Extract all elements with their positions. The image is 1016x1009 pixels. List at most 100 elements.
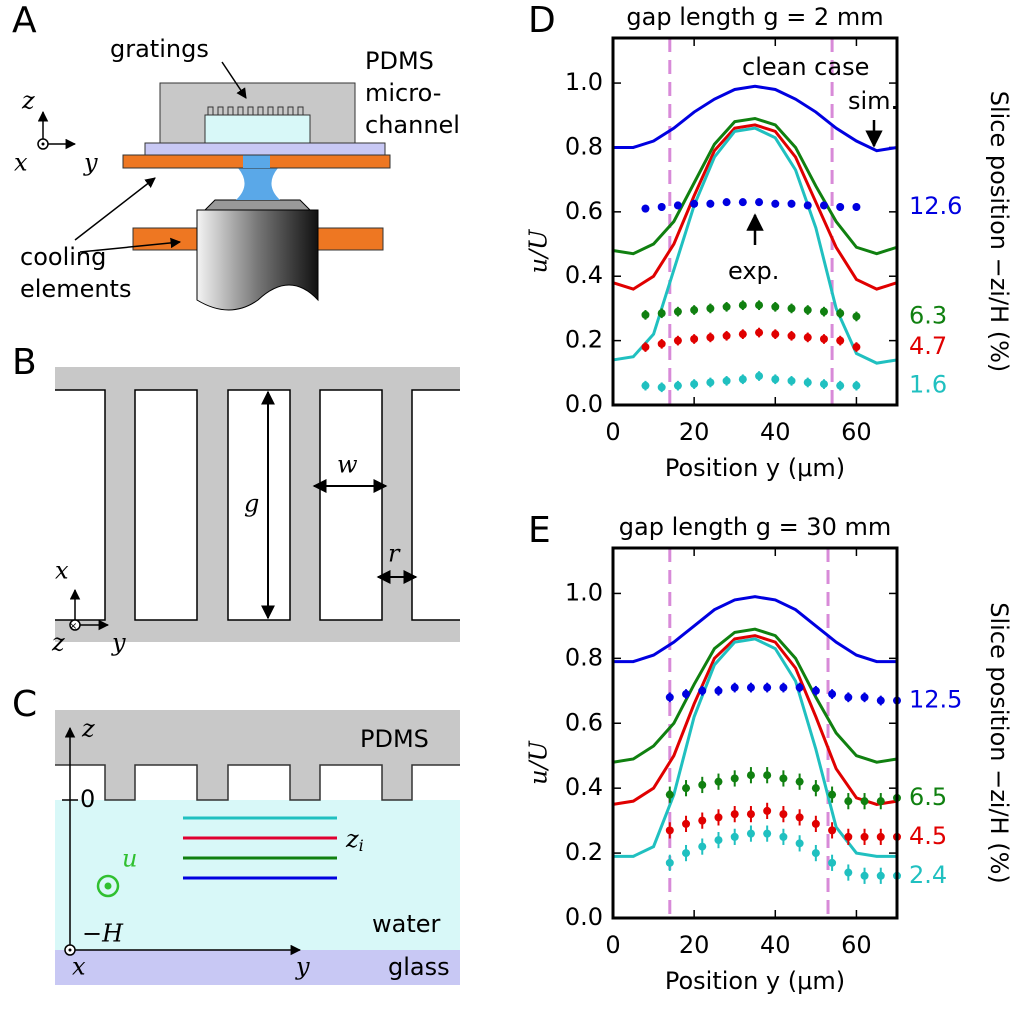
exp-point — [787, 304, 796, 313]
exp-point — [836, 203, 845, 212]
exp-point — [673, 307, 682, 316]
sim-curve — [612, 627, 898, 764]
exp-point — [811, 784, 820, 793]
arrow — [74, 177, 156, 241]
annotation: clean case — [742, 53, 869, 81]
exp-point — [698, 816, 707, 825]
exp-point — [771, 199, 780, 208]
exp-point — [714, 686, 723, 695]
exp-point — [811, 819, 820, 828]
exp-point — [690, 199, 699, 208]
x-tick-label: 40 — [760, 418, 791, 446]
exp-point — [763, 806, 772, 815]
slice-label: 6.5 — [909, 783, 947, 811]
exp-point — [657, 309, 666, 318]
panel-c: C zi u z PDMS 0 −H water x y glass — [12, 684, 460, 985]
exp-point — [730, 683, 739, 692]
exp-point — [746, 810, 755, 819]
sim-curve — [612, 116, 898, 256]
exp-point — [641, 204, 650, 213]
exp-point — [771, 302, 780, 311]
exp-point — [738, 301, 747, 310]
x-axis-label: Position y (μm) — [665, 454, 845, 482]
dim-label: r — [388, 540, 401, 568]
y-axis-label: u/U — [525, 229, 553, 274]
y-tick-label: 0.0 — [565, 390, 603, 418]
exp-point — [641, 381, 650, 390]
exp-point — [706, 333, 715, 342]
exp-point — [746, 683, 755, 692]
exp-point — [779, 683, 788, 692]
exp-point — [746, 829, 755, 838]
plot-frame — [611, 546, 899, 920]
exp-point — [706, 304, 715, 313]
exp-point — [682, 849, 691, 858]
x-tick-label: 60 — [841, 418, 872, 446]
exp-point — [811, 849, 820, 858]
exp-point — [730, 774, 739, 783]
slice-label: zi — [345, 825, 364, 855]
exp-point — [876, 696, 885, 705]
exp-point — [836, 381, 845, 390]
pdms — [55, 710, 460, 800]
exp-point — [763, 829, 772, 838]
exp-point — [682, 784, 691, 793]
sim-curve — [613, 637, 897, 858]
exp-point — [755, 198, 764, 207]
exp-point — [673, 336, 682, 345]
post-gap — [319, 389, 383, 621]
exp-point — [730, 810, 739, 819]
dim-label: w — [337, 451, 358, 479]
annotation: sim. — [848, 87, 898, 115]
panel-a: A gratings PDMS micro- channel cooling e… — [12, 0, 460, 311]
exp-point — [828, 690, 837, 699]
plot-frame — [611, 36, 899, 407]
exp-point — [795, 777, 804, 786]
exp-point — [828, 826, 837, 835]
annotation: exp. — [728, 257, 779, 285]
chart-title: gap length g = 30 mm — [619, 513, 891, 541]
exp-point — [803, 378, 812, 387]
exp-point — [722, 376, 731, 385]
panel-letter: C — [12, 684, 37, 725]
chart-letter: E — [528, 510, 551, 551]
exp-point — [755, 372, 764, 381]
x-tick-label: 0 — [605, 931, 620, 959]
exp-point — [819, 307, 828, 316]
axis-label: x — [14, 149, 28, 177]
pdms-edge — [55, 764, 460, 801]
y-tick-label: 0.4 — [565, 261, 603, 289]
slice-label: z — [345, 825, 359, 853]
flow-symbol — [104, 882, 112, 890]
y-tick-label: 0.6 — [565, 708, 603, 736]
post-gap — [55, 389, 106, 621]
axis-label: z — [81, 715, 95, 743]
exp-point — [860, 871, 869, 880]
axis-origin — [69, 619, 81, 631]
exp-point — [876, 871, 885, 880]
slice-label: 1.6 — [909, 371, 947, 399]
exp-point — [682, 819, 691, 828]
exp-point — [738, 198, 747, 207]
exp-point — [787, 199, 796, 208]
y-tick-label: 0.4 — [565, 773, 603, 801]
axis-label: x — [55, 557, 69, 585]
y-tick-label: 1.0 — [565, 68, 603, 96]
label: PDMS — [360, 725, 429, 753]
channel — [204, 114, 311, 144]
slice-label: 6.3 — [909, 301, 947, 329]
label: elements — [20, 275, 131, 303]
slice-label: i — [359, 836, 364, 855]
axis-label: y — [83, 149, 98, 177]
exp-point — [673, 201, 682, 210]
label: micro- — [365, 79, 441, 107]
water — [55, 800, 460, 950]
exp-point — [828, 858, 837, 867]
label: gratings — [110, 35, 209, 63]
sim-curve — [612, 123, 898, 291]
arrow — [221, 61, 247, 99]
exp-point — [665, 693, 674, 702]
exp-point — [657, 339, 666, 348]
exp-point — [714, 836, 723, 845]
